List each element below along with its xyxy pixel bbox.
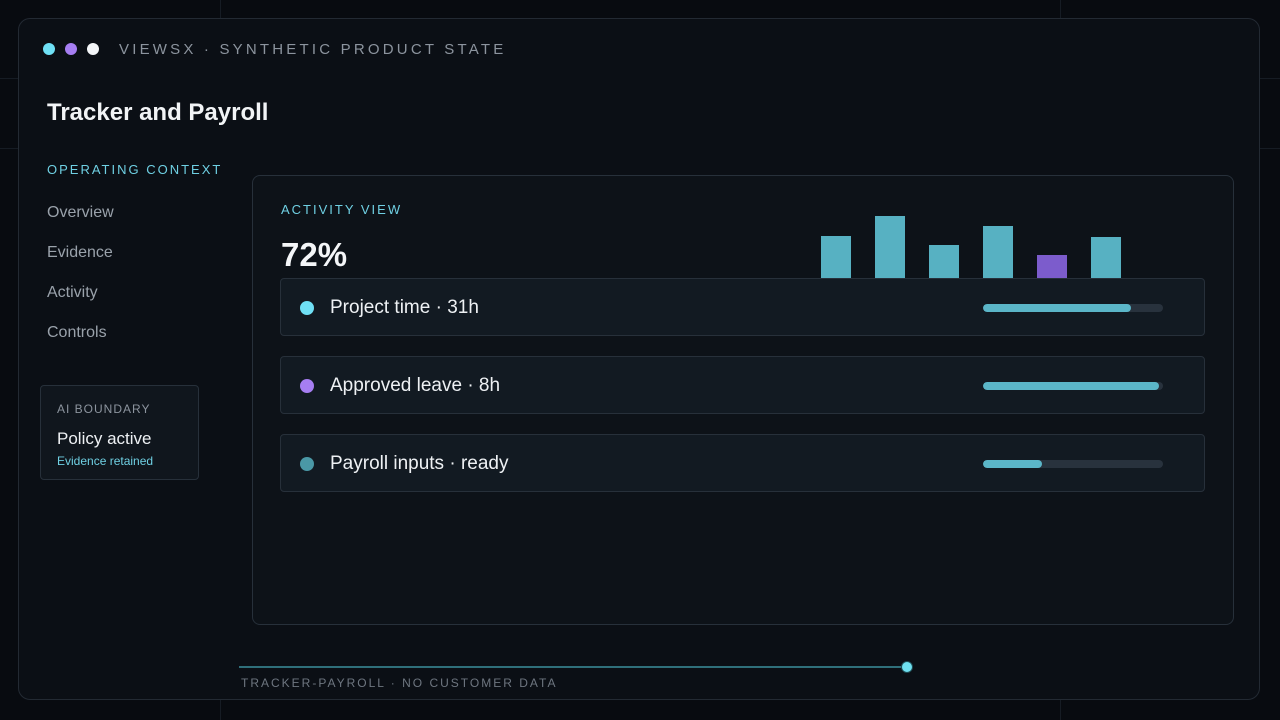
progress-track — [983, 460, 1163, 468]
app-brand: VIEWSX · SYNTHETIC PRODUCT STATE — [119, 41, 507, 58]
activity-row-approved-leave[interactable]: Approved leave · 8h — [280, 356, 1205, 414]
window-controls — [43, 43, 99, 55]
app-window: VIEWSX · SYNTHETIC PRODUCT STATE Tracker… — [18, 18, 1260, 700]
activity-row-label: Project time · 31h — [330, 297, 479, 318]
sidebar-section-label: OPERATING CONTEXT — [47, 162, 223, 177]
progress-track — [983, 304, 1163, 312]
sidebar-item-evidence[interactable]: Evidence — [47, 244, 113, 261]
sidebar-nav: Overview Evidence Activity Controls — [47, 203, 114, 363]
window-dot-white[interactable] — [87, 43, 99, 55]
activity-bar-chart — [821, 216, 1121, 278]
progress-track — [983, 382, 1163, 390]
activity-row-payroll-inputs[interactable]: Payroll inputs · ready — [280, 434, 1205, 492]
activity-row-project-time[interactable]: Project time · 31h — [280, 278, 1205, 336]
sidebar-item-activity[interactable]: Activity — [47, 284, 98, 301]
activity-bar — [1091, 237, 1121, 278]
window-dot-purple[interactable] — [65, 43, 77, 55]
activity-bar — [821, 236, 851, 278]
progress-fill — [983, 304, 1131, 312]
status-dot — [300, 379, 314, 393]
ai-boundary-label: AI BOUNDARY — [57, 402, 151, 416]
activity-row-label: Approved leave · 8h — [330, 375, 501, 396]
status-dot — [300, 301, 314, 315]
status-dot — [300, 457, 314, 471]
activity-kpi: 72% — [281, 236, 348, 273]
footer-caption: TRACKER-PAYROLL · NO CUSTOMER DATA — [241, 676, 558, 690]
activity-rows: Project time · 31h Approved leave · 8h P… — [280, 278, 1205, 512]
activity-bar — [929, 245, 959, 278]
sidebar-item-controls[interactable]: Controls — [47, 324, 107, 341]
progress-fill — [983, 460, 1043, 468]
sidebar-item-overview[interactable]: Overview — [47, 204, 114, 221]
progress-fill — [983, 382, 1160, 390]
timeline-handle[interactable] — [901, 661, 913, 673]
timeline-scrubber[interactable] — [239, 661, 913, 673]
ai-boundary-subtitle: Evidence retained — [57, 454, 154, 468]
activity-bar — [983, 226, 1013, 278]
ai-boundary-card: AI BOUNDARY Policy active Evidence retai… — [40, 385, 199, 480]
activity-view-label: ACTIVITY VIEW — [281, 202, 403, 217]
ai-boundary-status: Policy active — [57, 429, 152, 448]
activity-row-label: Payroll inputs · ready — [330, 453, 509, 474]
window-dot-cyan[interactable] — [43, 43, 55, 55]
activity-panel: ACTIVITY VIEW 72% Project time · 31h App… — [252, 175, 1234, 625]
activity-bar — [1037, 255, 1067, 278]
activity-bar — [875, 216, 905, 278]
page-title: Tracker and Payroll — [47, 99, 269, 126]
